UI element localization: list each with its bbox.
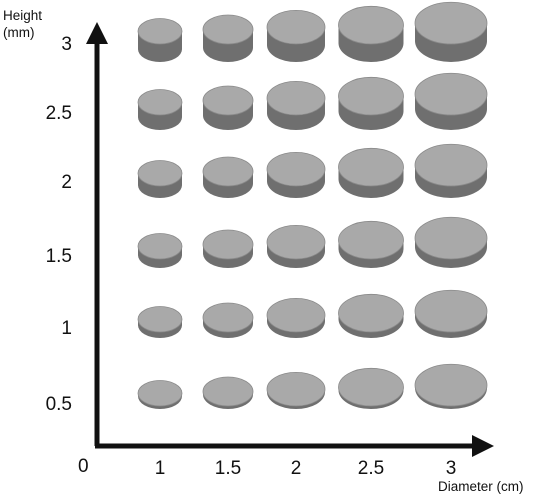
disc-top bbox=[137, 18, 183, 45]
disc bbox=[137, 160, 183, 199]
disc bbox=[414, 143, 488, 198]
disc-top bbox=[202, 302, 254, 333]
disc-top bbox=[137, 160, 183, 187]
disc bbox=[266, 224, 326, 268]
y-axis-unit: (mm) bbox=[3, 25, 34, 40]
disc bbox=[202, 85, 254, 130]
disc bbox=[414, 363, 488, 409]
disc-top bbox=[137, 306, 183, 333]
origin-label: 0 bbox=[78, 456, 89, 477]
disc bbox=[266, 151, 326, 198]
disc bbox=[137, 233, 183, 269]
disc bbox=[137, 89, 183, 130]
disc-top bbox=[338, 293, 404, 333]
disc-top bbox=[338, 5, 404, 45]
y-axis-arrowhead bbox=[86, 22, 108, 44]
disc-top bbox=[338, 147, 404, 187]
disc-top bbox=[414, 1, 488, 45]
disc-top bbox=[414, 363, 488, 407]
disc-top bbox=[202, 156, 254, 187]
disc-top bbox=[414, 289, 488, 333]
disc-top bbox=[414, 216, 488, 260]
disc-top bbox=[414, 72, 488, 116]
disc bbox=[338, 293, 404, 338]
y-tick-label: 2 bbox=[61, 172, 72, 193]
y-tick-label: 1.5 bbox=[46, 246, 72, 267]
disc bbox=[414, 289, 488, 338]
axes bbox=[86, 22, 494, 457]
disc bbox=[338, 147, 404, 198]
disc bbox=[202, 14, 254, 62]
x-axis-title: Diameter (cm) bbox=[438, 479, 524, 494]
disc-top bbox=[137, 380, 183, 407]
disc-top bbox=[202, 229, 254, 260]
disc bbox=[202, 229, 254, 268]
disc bbox=[266, 9, 326, 62]
disc bbox=[266, 80, 326, 130]
disc bbox=[202, 376, 254, 409]
x-tick-label: 2.5 bbox=[358, 458, 384, 479]
disc-top bbox=[202, 85, 254, 116]
disc-top bbox=[266, 80, 326, 116]
x-tick-label: 2 bbox=[291, 458, 302, 479]
disc-top bbox=[338, 367, 404, 407]
disc-top bbox=[266, 224, 326, 260]
disc bbox=[202, 302, 254, 338]
disc-top bbox=[338, 76, 404, 116]
disc-top bbox=[202, 14, 254, 45]
y-tick-label: 3 bbox=[61, 34, 72, 55]
disc-grid bbox=[137, 1, 488, 409]
disc-top bbox=[266, 151, 326, 187]
disc bbox=[137, 380, 183, 409]
y-tick-label: 0.5 bbox=[46, 394, 72, 415]
disc bbox=[338, 367, 404, 409]
x-tick-label: 3 bbox=[446, 458, 457, 479]
y-tick-label: 1 bbox=[61, 318, 72, 339]
disc bbox=[414, 1, 488, 62]
y-tick-labels: 0.5 1 1.5 2 2.5 3 bbox=[46, 34, 72, 415]
disc bbox=[338, 76, 404, 130]
disc bbox=[137, 306, 183, 338]
disc bbox=[266, 297, 326, 338]
disc-top bbox=[266, 371, 326, 407]
disc-top bbox=[414, 143, 488, 187]
disc-top bbox=[137, 89, 183, 116]
disc-top bbox=[202, 376, 254, 407]
x-tick-labels: 1 1.5 2 2.5 3 bbox=[155, 458, 457, 479]
disc bbox=[414, 72, 488, 130]
disc-top bbox=[137, 233, 183, 260]
x-tick-label: 1 bbox=[155, 458, 166, 479]
x-axis-arrowhead bbox=[472, 435, 494, 457]
disc bbox=[338, 220, 404, 268]
y-tick-label: 2.5 bbox=[46, 103, 72, 124]
x-tick-label: 1.5 bbox=[215, 458, 241, 479]
disc bbox=[414, 216, 488, 268]
disc bbox=[338, 5, 404, 63]
disc-top bbox=[266, 9, 326, 45]
disc bbox=[202, 156, 254, 198]
disc-top bbox=[266, 297, 326, 333]
y-axis-title: Height bbox=[3, 8, 42, 23]
disc bbox=[266, 371, 326, 409]
disc-top bbox=[338, 220, 404, 260]
disc bbox=[137, 18, 183, 63]
